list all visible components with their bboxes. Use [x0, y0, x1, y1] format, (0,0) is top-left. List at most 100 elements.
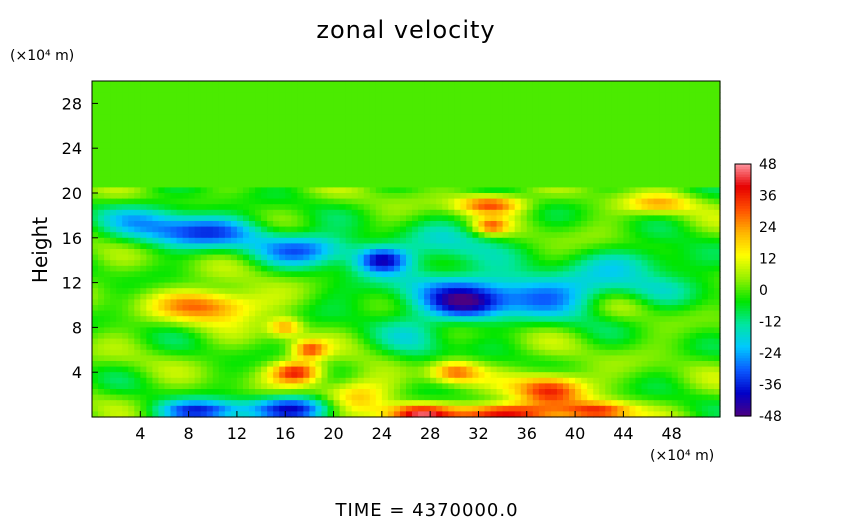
heatmap-cell	[297, 193, 304, 200]
heatmap-cell	[605, 249, 612, 256]
heatmap-cell	[375, 153, 383, 160]
heatmap-cell	[683, 344, 691, 351]
heatmap-cell	[158, 131, 166, 138]
heatmap-cell	[454, 271, 461, 278]
heatmap-cell	[279, 321, 286, 328]
heatmap-cell	[424, 209, 431, 216]
heatmap-cell	[593, 282, 600, 289]
heatmap-cell	[212, 254, 220, 261]
heatmap-cell	[188, 338, 196, 345]
heatmap-cell	[351, 293, 359, 300]
heatmap-cell	[508, 86, 516, 93]
heatmap-cell	[526, 260, 534, 267]
heatmap-cell	[230, 321, 238, 328]
heatmap-cell	[212, 137, 220, 144]
heatmap-cell	[315, 148, 323, 155]
heatmap-cell	[242, 271, 250, 278]
heatmap-cell	[713, 209, 721, 216]
y-axis-label: Height	[28, 217, 52, 283]
heatmap-cell	[194, 271, 202, 278]
heatmap-cell	[563, 125, 570, 132]
heatmap-cell	[206, 153, 214, 160]
heatmap-cell	[249, 131, 256, 138]
heatmap-cell	[713, 215, 721, 222]
heatmap-cell	[375, 209, 383, 216]
heatmap-cell	[442, 271, 449, 278]
heatmap-cell	[526, 176, 534, 183]
heatmap-cell	[611, 131, 618, 138]
heatmap-cell	[333, 254, 341, 261]
heatmap-cell	[496, 159, 504, 166]
heatmap-cell	[399, 293, 407, 300]
heatmap-cell	[170, 81, 178, 88]
heatmap-cell	[448, 221, 455, 228]
heatmap-cell	[327, 81, 335, 88]
heatmap-cell	[236, 209, 244, 216]
heatmap-cell	[285, 327, 292, 334]
heatmap-cell	[412, 137, 419, 144]
heatmap-cell	[671, 81, 679, 88]
heatmap-cell	[236, 316, 244, 323]
heatmap-cell	[381, 265, 389, 272]
heatmap-cell	[641, 114, 649, 121]
heatmap-cell	[635, 265, 643, 272]
heatmap-cell	[484, 92, 492, 99]
heatmap-cell	[442, 260, 449, 267]
heatmap-cell	[285, 277, 292, 284]
heatmap-cell	[581, 159, 588, 166]
heatmap-cell	[713, 293, 721, 300]
heatmap-cell	[351, 288, 359, 295]
heatmap-cell	[309, 103, 317, 110]
heatmap-cell	[563, 181, 570, 188]
heatmap-cell	[267, 237, 274, 244]
heatmap-cell	[647, 288, 655, 295]
heatmap-cell	[496, 333, 504, 340]
heatmap-cell	[242, 305, 250, 312]
heatmap-cell	[309, 282, 317, 289]
heatmap-cell	[671, 249, 679, 256]
heatmap-cell	[110, 226, 117, 233]
heatmap-cell	[194, 316, 202, 323]
heatmap-cell	[623, 226, 631, 233]
heatmap-cell	[249, 221, 256, 228]
heatmap-cell	[249, 277, 256, 284]
heatmap-cell	[635, 237, 643, 244]
heatmap-cell	[393, 333, 401, 340]
heatmap-cell	[333, 114, 341, 121]
heatmap-cell	[363, 260, 371, 267]
heatmap-cell	[701, 131, 709, 138]
heatmap-cell	[454, 260, 461, 267]
heatmap-cell	[532, 81, 540, 88]
heatmap-cell	[110, 288, 117, 295]
heatmap-cell	[448, 120, 455, 127]
heatmap-cell	[218, 282, 226, 289]
heatmap-cell	[478, 254, 486, 261]
heatmap-cell	[701, 153, 709, 160]
heatmap-cell	[104, 221, 111, 228]
heatmap-cell	[436, 237, 443, 244]
heatmap-cell	[200, 271, 208, 278]
heatmap-cell	[303, 305, 310, 312]
heatmap-cell	[122, 316, 129, 323]
heatmap-cell	[629, 293, 637, 300]
heatmap-cell	[182, 109, 190, 116]
heatmap-cell	[502, 193, 510, 200]
heatmap-cell	[206, 148, 214, 155]
heatmap-cell	[224, 153, 232, 160]
heatmap-cell	[176, 310, 184, 317]
heatmap-cell	[569, 271, 576, 278]
heatmap-cell	[285, 170, 292, 177]
heatmap-cell	[212, 81, 220, 88]
heatmap-cell	[569, 338, 576, 345]
heatmap-cell	[393, 170, 401, 177]
heatmap-cell	[273, 137, 280, 144]
heatmap-cell	[152, 176, 160, 183]
heatmap-cell	[303, 254, 310, 261]
heatmap-cell	[176, 299, 184, 306]
heatmap-cell	[575, 243, 582, 250]
heatmap-cell	[98, 125, 105, 132]
heatmap-cell	[532, 181, 540, 188]
heatmap-cell	[665, 148, 673, 155]
heatmap-cell	[116, 176, 123, 183]
heatmap-cell	[677, 176, 685, 183]
